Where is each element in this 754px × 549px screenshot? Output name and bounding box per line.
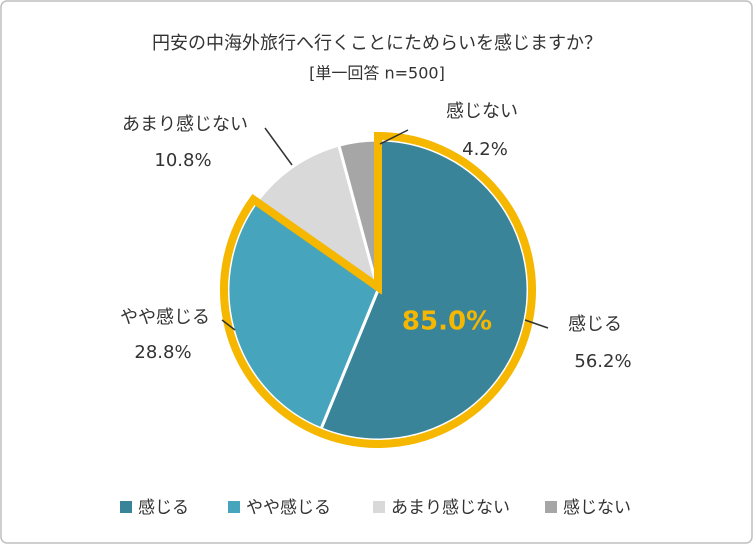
- value-label: 10.8%: [154, 150, 211, 171]
- legend-label: あまり感じない: [391, 498, 510, 518]
- category-label: あまり感じない: [122, 114, 248, 135]
- category-label: 感じる: [568, 314, 622, 335]
- leader-line: [379, 129, 409, 145]
- pie-slice: [319, 138, 530, 442]
- legend-swatch: [373, 501, 385, 513]
- category-label: 感じない: [446, 101, 518, 122]
- leader-line: [524, 319, 549, 329]
- pie-slice: [226, 199, 380, 431]
- highlight-outline: [220, 131, 536, 448]
- legend-swatch: [120, 501, 132, 513]
- category-label: やや感じる: [120, 307, 210, 328]
- chart-subtitle: [単一回答 n=500]: [309, 64, 445, 83]
- legend-label: やや感じる: [246, 498, 331, 518]
- value-label: 28.8%: [134, 342, 191, 363]
- legend-swatch: [228, 501, 240, 513]
- legend-label: 感じない: [563, 498, 631, 518]
- leader-line: [221, 319, 236, 331]
- leader-line: [264, 127, 293, 166]
- value-label: 4.2%: [462, 139, 508, 160]
- annotation: 85.0%: [402, 307, 492, 337]
- legend-swatch: [545, 501, 557, 513]
- legend-label: 感じる: [138, 498, 189, 518]
- chart-title: 円安の中海外旅行へ行くことにためらいを感じますか？: [152, 33, 602, 54]
- value-label: 56.2%: [574, 351, 631, 372]
